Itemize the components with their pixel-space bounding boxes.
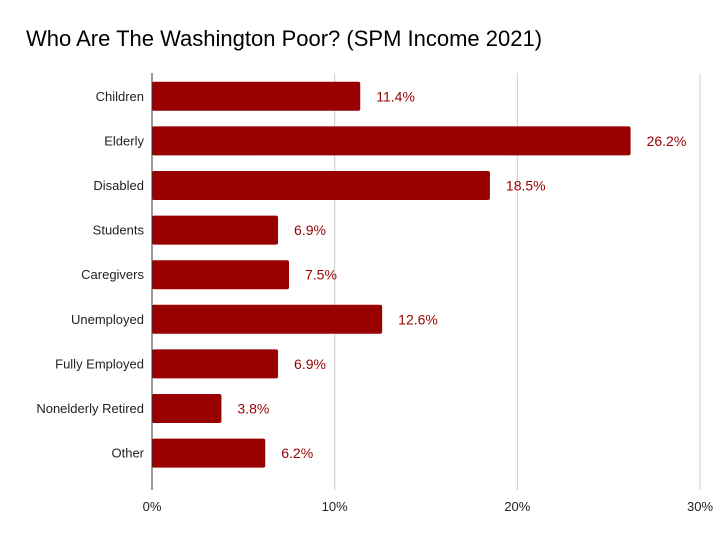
- x-tick-label: 0%: [143, 499, 162, 514]
- category-label: Children: [96, 89, 144, 104]
- x-tick-label: 30%: [687, 499, 713, 514]
- data-label: 11.4%: [376, 88, 415, 104]
- bar-children: [152, 81, 361, 111]
- data-label: 12.6%: [398, 311, 438, 327]
- data-label: 6.2%: [281, 445, 313, 461]
- data-labels: 11.4% 26.2% 18.5% 6.9% 7.5% 12.6% 6.9% 3.8% 6.2%: [237, 88, 686, 461]
- category-label: Fully Employed: [55, 356, 144, 371]
- bar-students: [152, 215, 279, 245]
- x-tick-label: 10%: [322, 499, 348, 514]
- category-label: Disabled: [93, 178, 144, 193]
- category-label: Unemployed: [71, 312, 144, 327]
- bar-caregivers: [152, 260, 289, 290]
- x-tick-labels: 0% 10% 20% 30%: [143, 499, 714, 514]
- category-label: Students: [93, 223, 145, 238]
- data-label: 6.9%: [294, 222, 326, 238]
- bar-disabled: [152, 171, 490, 200]
- data-label: 26.2%: [647, 133, 687, 149]
- data-label: 7.5%: [305, 267, 337, 283]
- bar-fully-employed: [152, 349, 279, 379]
- bar-other: [152, 438, 266, 468]
- category-label: Elderly: [104, 133, 144, 148]
- data-label: 3.8%: [237, 401, 269, 417]
- bar-elderly: [152, 126, 631, 156]
- category-label: Other: [111, 446, 144, 461]
- bar-unemployed: [152, 304, 383, 334]
- bar-nonelderly-retired: [152, 394, 222, 423]
- category-label: Caregivers: [81, 267, 144, 282]
- category-label: Nonelderly Retired: [36, 401, 144, 416]
- category-labels: Children Elderly Disabled Students Caregiver…: [36, 89, 144, 461]
- data-label: 18.5%: [506, 178, 546, 194]
- chart-title: Who Are The Washington Poor? (SPM Income…: [26, 26, 543, 51]
- bar-layer: [152, 81, 631, 468]
- data-label: 6.9%: [294, 356, 326, 372]
- x-tick-label: 20%: [504, 499, 530, 514]
